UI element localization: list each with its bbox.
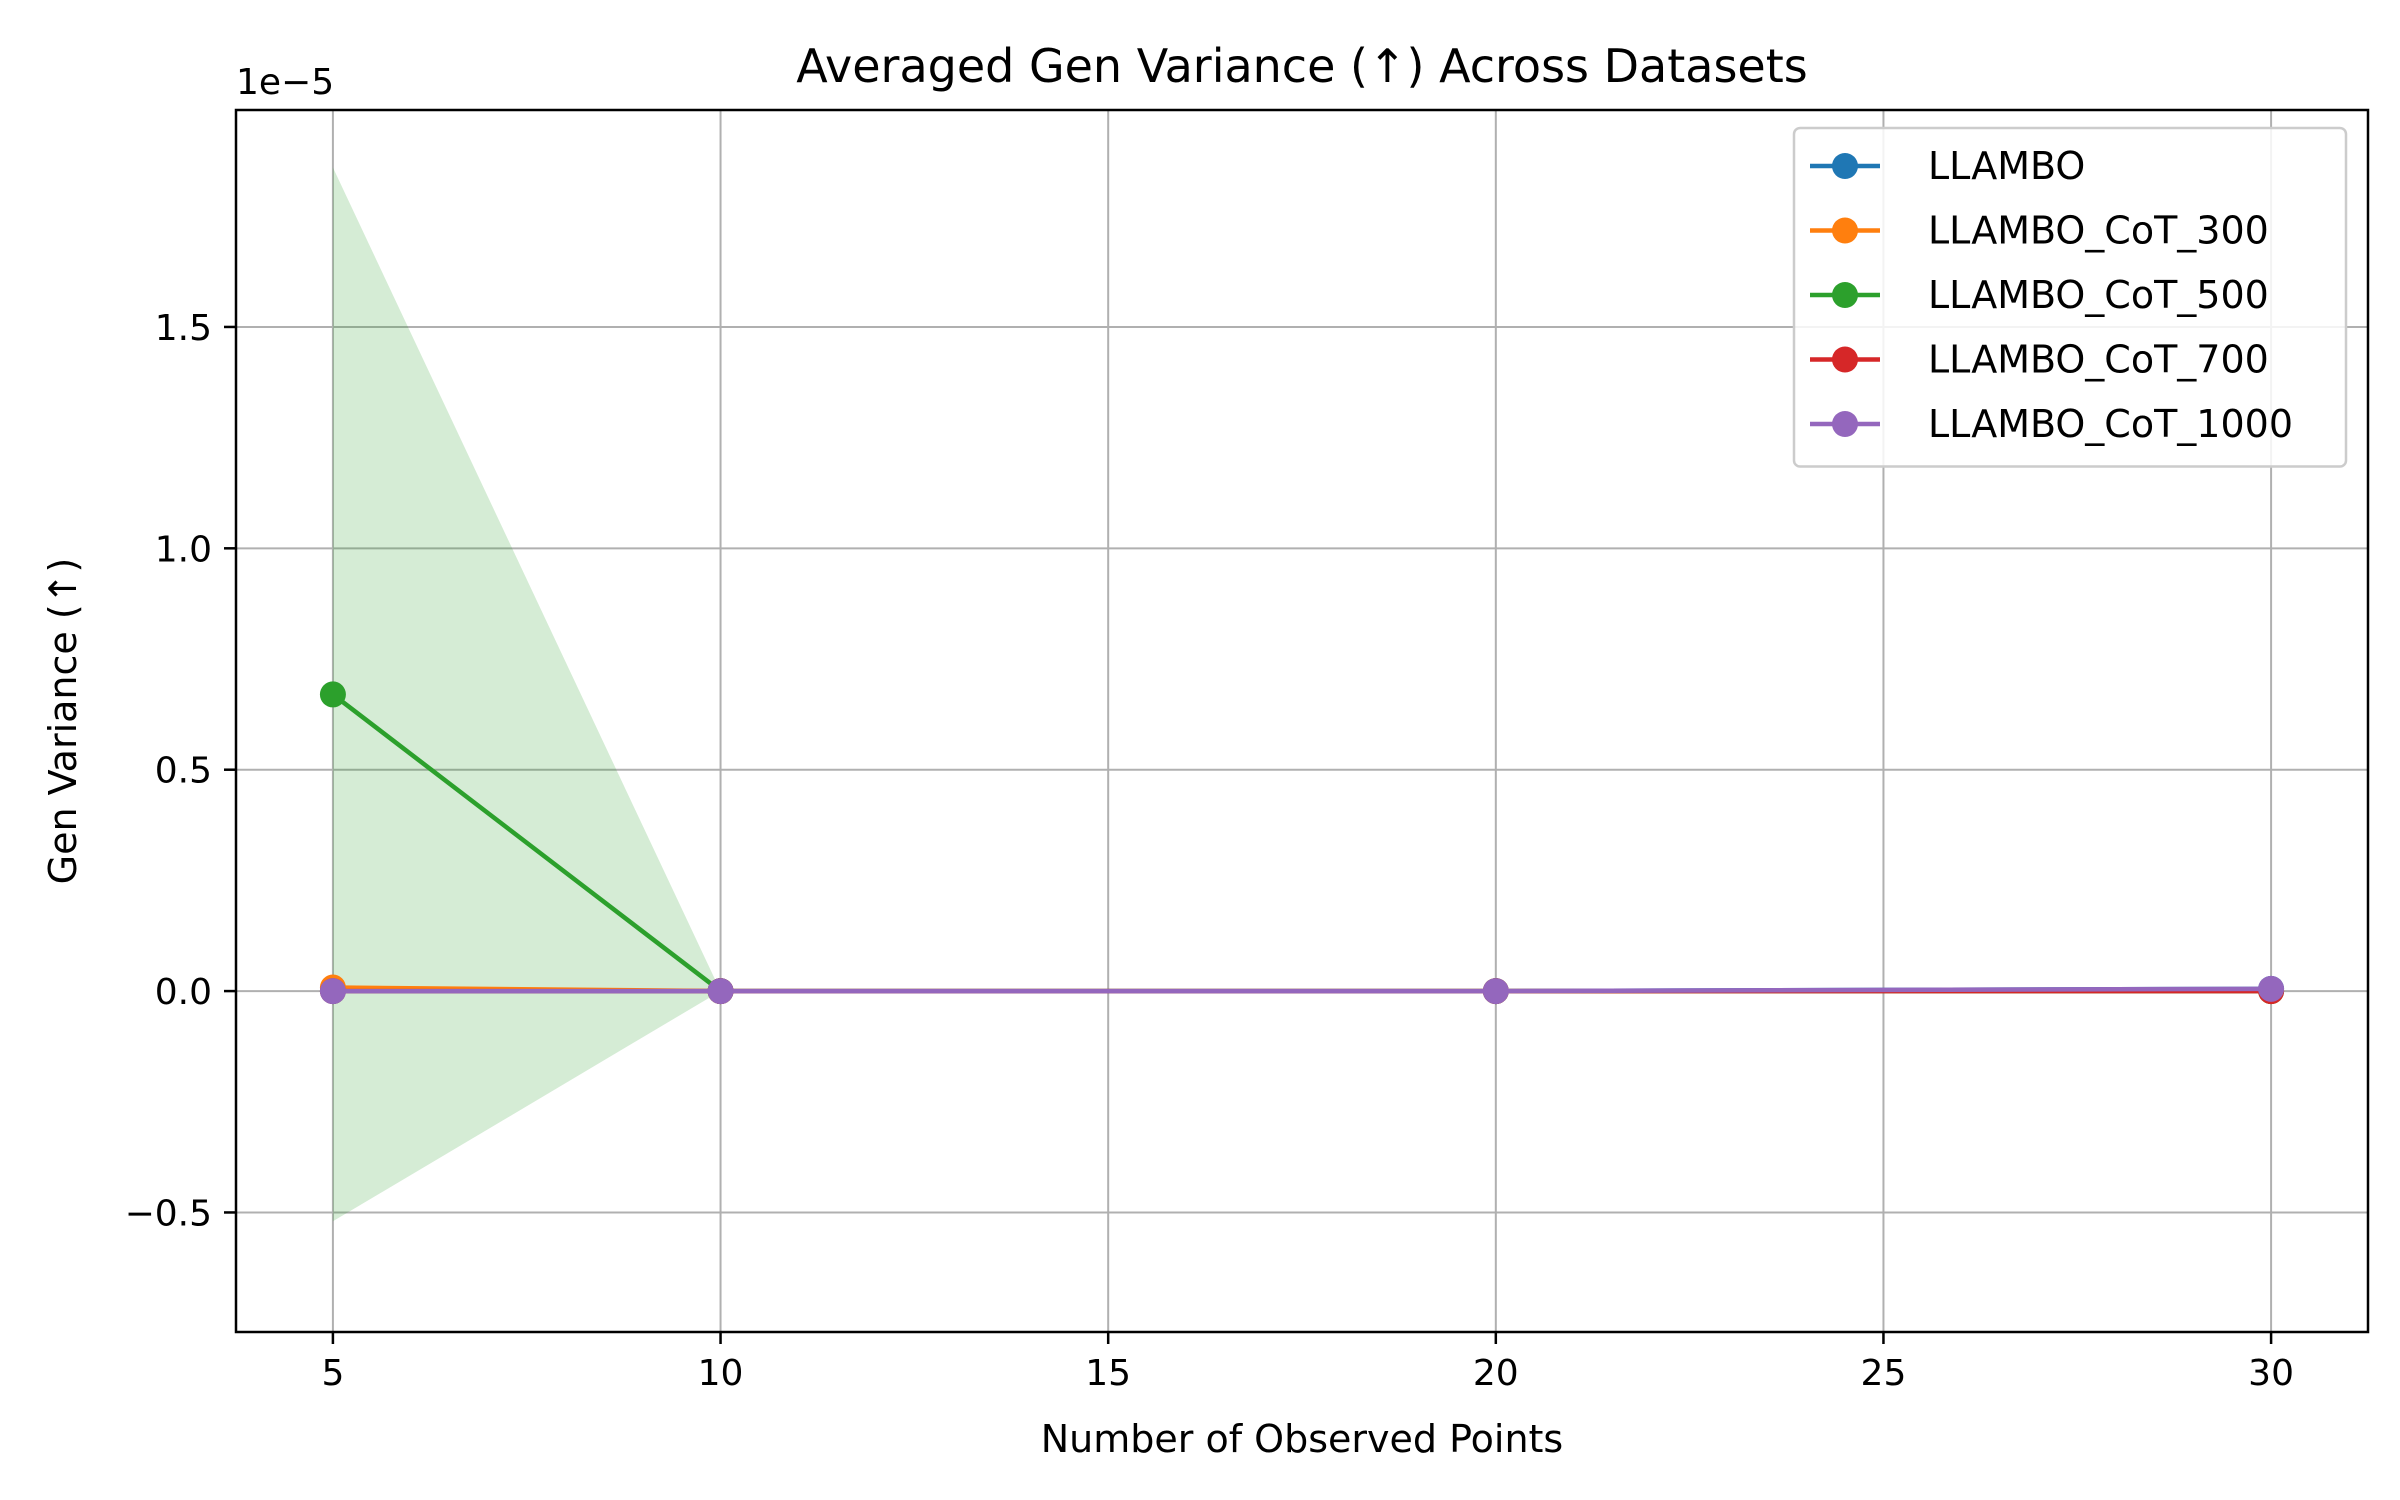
legend-label: LLAMBO_CoT_700 [1928,338,2269,382]
data-point [1482,978,1509,1005]
x-tick-label: 10 [698,1353,744,1394]
x-tick-label: 30 [2248,1353,2294,1394]
x-tick-label: 5 [321,1353,344,1394]
x-tick-label: 20 [1473,1353,1519,1394]
series-layer [319,681,2285,1005]
series [319,975,2285,1005]
plot-frame [234,108,2370,1334]
tick-layer: 5 10 15 20 25 30 −0.5 0.0 0.5 1.0 1.5 [125,308,2294,1394]
legend-label: LLAMBO_CoT_500 [1928,273,2269,317]
legend-label: LLAMBO [1928,144,2085,188]
data-point [319,978,346,1005]
data-point [2258,975,2285,1002]
legend-frame [1792,126,2348,468]
x-tick-label: 15 [1085,1353,1131,1394]
data-point [319,681,346,708]
y-axis-offset-label: 1e−5 [236,62,334,103]
legend-label: LLAMBO_CoT_300 [1928,209,2269,253]
x-tick-label: 25 [1861,1353,1907,1394]
y-tick-label: 1.0 [155,529,212,570]
legend-marker [1832,346,1858,373]
legend-marker [1832,282,1858,308]
legend: LLAMBO LLAMBO_CoT_300 LLAMBO_CoT_500 LLAMBO… [1792,126,2348,468]
y-tick-label: 0.0 [155,972,212,1013]
series-line [332,986,2272,994]
legend-label: LLAMBO_CoT_1000 [1928,402,2293,446]
data-point [707,978,734,1005]
y-tick-label: −0.5 [125,1193,212,1234]
legend-marker [1832,153,1858,179]
chart-title: Averaged Gen Variance (↑) Across Dataset… [796,39,1807,93]
x-axis-title: Number of Observed Points [1041,1417,1563,1461]
legend-marker [1832,217,1858,244]
y-tick-label: 0.5 [155,751,212,792]
legend-marker [1832,411,1858,437]
y-axis-title: Gen Variance (↑) [41,558,85,885]
y-tick-label: 1.5 [155,308,212,349]
